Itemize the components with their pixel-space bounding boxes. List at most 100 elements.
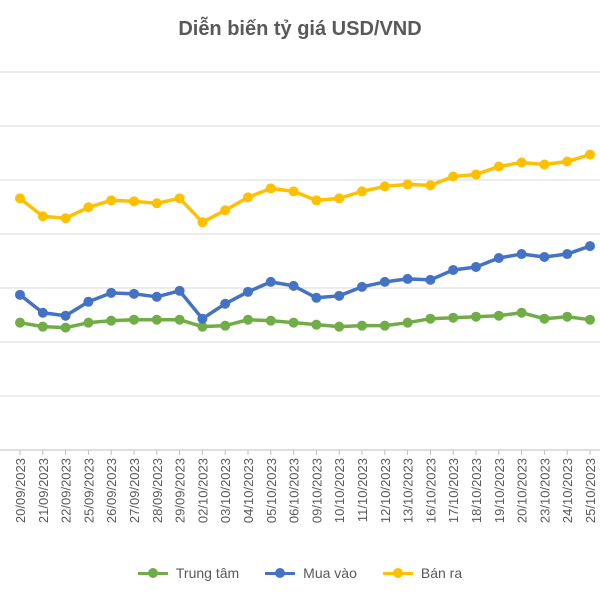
data-point-mua-vao	[516, 249, 527, 260]
data-point-mua-vao	[129, 288, 139, 299]
data-point-mua-vao	[448, 264, 459, 275]
data-point-mua-vao	[220, 298, 231, 309]
data-point-mua-vao	[83, 296, 94, 307]
x-tick-label: 27/09/2023	[127, 458, 142, 523]
data-point-trung-tam	[493, 310, 504, 321]
data-point-ban-ra	[539, 159, 550, 170]
x-tick-label: 25/09/2023	[81, 458, 96, 523]
data-point-ban-ra	[493, 161, 504, 172]
data-point-mua-vao	[585, 241, 595, 252]
data-point-trung-tam	[288, 317, 299, 328]
data-point-trung-tam	[379, 320, 390, 331]
data-point-trung-tam	[585, 314, 595, 325]
data-point-trung-tam	[265, 315, 276, 326]
x-tick-label: 25/10/2023	[583, 458, 598, 523]
data-point-ban-ra	[197, 217, 208, 228]
x-tick-label: 19/10/2023	[492, 458, 507, 523]
data-point-mua-vao	[311, 292, 322, 303]
data-point-trung-tam	[311, 319, 322, 330]
x-tick-label: 02/10/2023	[195, 458, 210, 523]
data-point-ban-ra	[471, 169, 481, 180]
series-line-trung-tam	[19, 310, 591, 330]
data-point-trung-tam	[471, 311, 481, 322]
data-point-ban-ra	[106, 195, 117, 206]
legend-label-ban-ra: Bán ra	[420, 565, 463, 581]
legend-item-trung-tam: Trung tâm	[137, 565, 240, 581]
data-point-ban-ra	[174, 193, 185, 204]
data-point-mua-vao	[471, 261, 481, 272]
x-tick-label: 04/10/2023	[241, 458, 256, 523]
data-point-mua-vao	[379, 276, 390, 287]
x-tick-label: 21/09/2023	[36, 458, 51, 523]
x-tick-label: 24/10/2023	[560, 458, 575, 523]
series-layer	[15, 149, 595, 333]
data-point-trung-tam	[106, 315, 117, 326]
legend-swatch-ban-ra	[382, 567, 413, 579]
x-tick-label: 29/09/2023	[173, 458, 188, 523]
data-point-ban-ra	[311, 195, 322, 206]
data-point-trung-tam	[129, 314, 139, 325]
data-point-mua-vao	[357, 281, 367, 292]
data-point-trung-tam	[539, 313, 550, 324]
legend-swatch-mua-vao	[265, 567, 296, 579]
data-point-trung-tam	[562, 311, 573, 322]
series-line-ban-ra	[18, 152, 591, 224]
data-point-trung-tam	[357, 320, 367, 331]
data-point-mua-vao	[288, 280, 299, 291]
x-tick-label: 16/10/2023	[423, 458, 438, 523]
data-point-mua-vao	[243, 286, 253, 297]
data-point-trung-tam	[15, 317, 25, 328]
x-tick-label: 09/10/2023	[309, 458, 324, 523]
data-point-ban-ra	[243, 192, 253, 203]
data-point-trung-tam	[197, 321, 208, 332]
chart-title: Diễn biến tỷ giá USD/VND	[178, 18, 422, 40]
data-point-mua-vao	[493, 253, 504, 264]
data-point-mua-vao	[37, 307, 48, 318]
data-point-ban-ra	[129, 196, 139, 207]
data-point-ban-ra	[425, 180, 436, 191]
data-point-mua-vao	[402, 273, 413, 284]
data-point-mua-vao	[334, 290, 345, 301]
data-point-trung-tam	[83, 317, 94, 328]
data-point-trung-tam	[402, 317, 413, 328]
data-point-trung-tam	[220, 320, 231, 331]
series-line-mua-vao	[18, 244, 591, 321]
x-tick-label: 12/10/2023	[378, 458, 393, 523]
data-point-ban-ra	[220, 205, 231, 216]
data-point-ban-ra	[288, 186, 299, 197]
data-point-ban-ra	[585, 149, 595, 160]
x-tick-label: 20/10/2023	[515, 458, 530, 523]
legend-label-trung-tam: Trung tâm	[175, 565, 240, 581]
x-tick-label: 10/10/2023	[332, 458, 347, 523]
data-point-mua-vao	[197, 313, 208, 324]
legend: Trung tâm Mua vào Bán ra	[0, 562, 600, 584]
data-point-ban-ra	[516, 157, 527, 168]
data-point-ban-ra	[379, 181, 390, 192]
x-tick-label: 17/10/2023	[446, 458, 461, 523]
data-point-trung-tam	[151, 314, 162, 325]
data-point-ban-ra	[334, 193, 345, 204]
x-tick-label: 26/09/2023	[104, 458, 119, 523]
x-tick-label: 05/10/2023	[264, 458, 279, 523]
x-tick-label: 13/10/2023	[401, 458, 416, 523]
data-point-trung-tam	[516, 307, 527, 318]
data-point-trung-tam	[174, 314, 185, 325]
data-point-mua-vao	[15, 289, 25, 300]
data-point-mua-vao	[425, 274, 436, 285]
data-point-trung-tam	[60, 322, 71, 333]
data-point-ban-ra	[562, 156, 573, 167]
x-tick-label: 03/10/2023	[218, 458, 233, 523]
data-point-ban-ra	[448, 171, 459, 182]
data-point-trung-tam	[243, 314, 253, 325]
data-point-trung-tam	[425, 313, 436, 324]
x-axis-ticks: 20/09/2023 21/09/2023 22/09/2023 25/09/2023…	[13, 450, 598, 523]
x-tick-label: 23/10/2023	[537, 458, 552, 523]
data-point-trung-tam	[37, 321, 48, 332]
legend-label-mua-vao: Mua vào	[303, 565, 357, 581]
data-point-ban-ra	[15, 193, 25, 204]
data-point-trung-tam	[334, 321, 345, 332]
data-point-ban-ra	[151, 198, 162, 209]
x-tick-label: 11/10/2023	[355, 458, 370, 522]
data-point-mua-vao	[106, 287, 117, 298]
x-tick-label: 20/09/2023	[13, 458, 28, 523]
